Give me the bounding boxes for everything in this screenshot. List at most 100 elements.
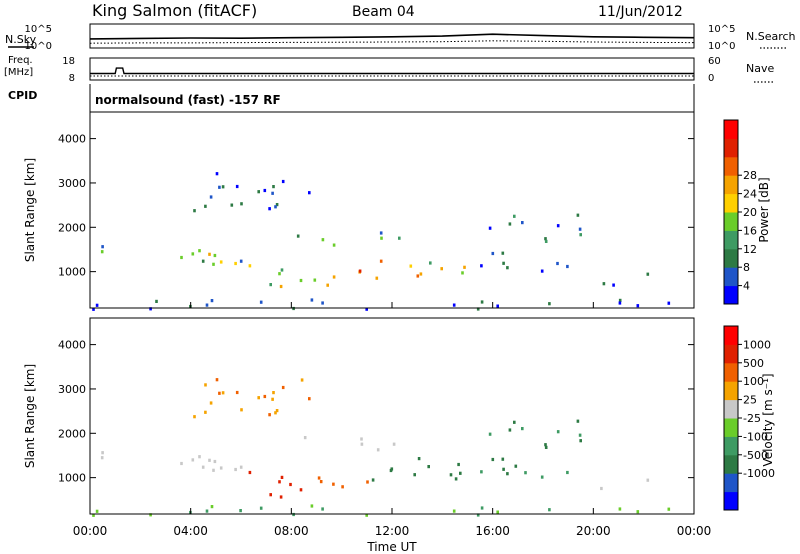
colorbar-tick-label: 24 — [743, 188, 757, 201]
heatmap-cell — [513, 420, 516, 424]
nave-right-tick-top: 60 — [708, 56, 721, 67]
heatmap-cell — [191, 252, 195, 256]
colorbar-segment — [724, 344, 738, 364]
heatmap-cell — [524, 471, 527, 475]
heatmap-cell — [544, 443, 547, 447]
heatmap-cell — [95, 509, 99, 513]
heatmap-cell — [375, 276, 379, 280]
heatmap-cell — [491, 457, 495, 462]
heatmap-cell — [556, 261, 559, 266]
heatmap-cell — [366, 480, 369, 484]
heatmap-cell — [299, 278, 303, 283]
y-tick-label: 4000 — [58, 339, 86, 352]
heatmap-cell — [272, 185, 275, 189]
heatmap-cell — [579, 233, 582, 237]
heatmap-cell — [219, 260, 223, 264]
heatmap-cell — [332, 482, 335, 486]
freq-series — [90, 67, 694, 77]
nsearch-series-line — [89, 40, 695, 44]
heatmap-cell — [379, 231, 383, 235]
heatmap-cell — [578, 433, 582, 437]
power-colorbar: 4 8 12 16 20 24 28 — [723, 119, 757, 305]
colorbar-segment — [724, 120, 738, 139]
heatmap-cell — [221, 391, 225, 395]
heatmap-cell — [578, 227, 582, 231]
heatmap-cell — [540, 269, 544, 273]
heatmap-cell — [496, 304, 499, 308]
heatmap-cell — [205, 509, 209, 513]
heatmap-cell — [416, 274, 420, 278]
heatmap-cell — [204, 204, 207, 208]
heatmap-cell — [358, 269, 362, 273]
heatmap-cell — [459, 471, 462, 475]
heatmap-cell — [380, 236, 383, 240]
heatmap-cell — [289, 482, 292, 487]
heatmap-cell — [321, 238, 325, 242]
heatmap-cell — [501, 457, 505, 461]
colorbar-tick-label: -1000 — [743, 467, 775, 480]
heatmap-cell — [259, 506, 263, 510]
power-colorbar-label: Power [dB] — [757, 177, 771, 242]
heatmap-cell — [281, 179, 285, 184]
heatmap-cell — [502, 261, 505, 265]
heatmap-cell — [230, 203, 234, 207]
x-tick-label: 00:00 — [73, 524, 108, 538]
heatmap-cell — [268, 413, 271, 417]
heatmap-cell — [480, 300, 484, 304]
heatmap-cell — [496, 510, 499, 514]
heatmap-cell — [208, 458, 211, 462]
heatmap-cell — [452, 303, 456, 307]
heatmap-cell — [218, 185, 221, 189]
heatmap-cell — [155, 299, 158, 303]
freq-left-tick-top: 18 — [62, 56, 75, 67]
heatmap-cell — [259, 300, 263, 304]
heatmap-cell — [332, 243, 336, 247]
heatmap-cell — [612, 283, 615, 287]
colorbar-tick-label: 100 — [743, 375, 764, 388]
heatmap-cell — [272, 391, 275, 395]
velocity-ylabel: Slant Range [km] — [23, 364, 37, 468]
heatmap-cell — [506, 266, 509, 270]
noise-left-tick-bottom: 10^0 — [25, 41, 52, 52]
heatmap-cell — [390, 467, 394, 471]
heatmap-cell — [212, 468, 215, 472]
y-tick-label: 1000 — [58, 266, 86, 279]
heatmap-cell — [263, 188, 267, 193]
cpid-value: normalsound (fast) -157 RF — [95, 93, 281, 107]
heatmap-cell — [209, 401, 213, 405]
heatmap-cell — [234, 261, 237, 266]
heatmap-cell — [392, 442, 396, 446]
colorbar-tick-label: 20 — [743, 206, 757, 219]
heatmap-cell — [218, 391, 221, 395]
heatmap-cell — [299, 488, 303, 492]
colorbar-tick-label: 8 — [743, 261, 750, 274]
heatmap-cell — [239, 259, 243, 263]
heatmap-cell — [198, 249, 201, 253]
velocity-colorbar-label: Velocity [m s⁻¹] — [761, 373, 775, 466]
velocity-y-axis: 1000 2000 3000 4000 — [58, 339, 694, 485]
heatmap-cell — [636, 304, 640, 308]
heatmap-cell — [215, 172, 219, 176]
heatmap-cell — [454, 477, 458, 481]
y-tick-label: 4000 — [58, 133, 86, 146]
heatmap-cell — [376, 448, 380, 452]
heatmap-cell — [235, 184, 239, 189]
heatmap-cell — [646, 478, 650, 482]
power-ylabel: Slant Range [km] — [23, 158, 37, 262]
heatmap-cell — [319, 480, 323, 484]
colorbar-segment — [724, 436, 738, 456]
heatmap-cell — [427, 465, 430, 469]
heatmap-cell — [379, 259, 383, 263]
power-panel-frame — [89, 111, 695, 309]
colorbar-segment — [724, 399, 738, 419]
heatmap-cell — [204, 410, 207, 414]
x-axis-label: Time UT — [366, 540, 417, 554]
heatmap-cell — [280, 268, 284, 272]
heatmap-cell — [326, 283, 329, 287]
velocity-heatmap — [92, 378, 671, 517]
heatmap-cell — [548, 508, 551, 512]
heatmap-cell — [576, 419, 580, 423]
heatmap-cell — [193, 209, 196, 213]
y-tick-label: 1000 — [58, 472, 86, 485]
heatmap-cell — [180, 461, 183, 466]
